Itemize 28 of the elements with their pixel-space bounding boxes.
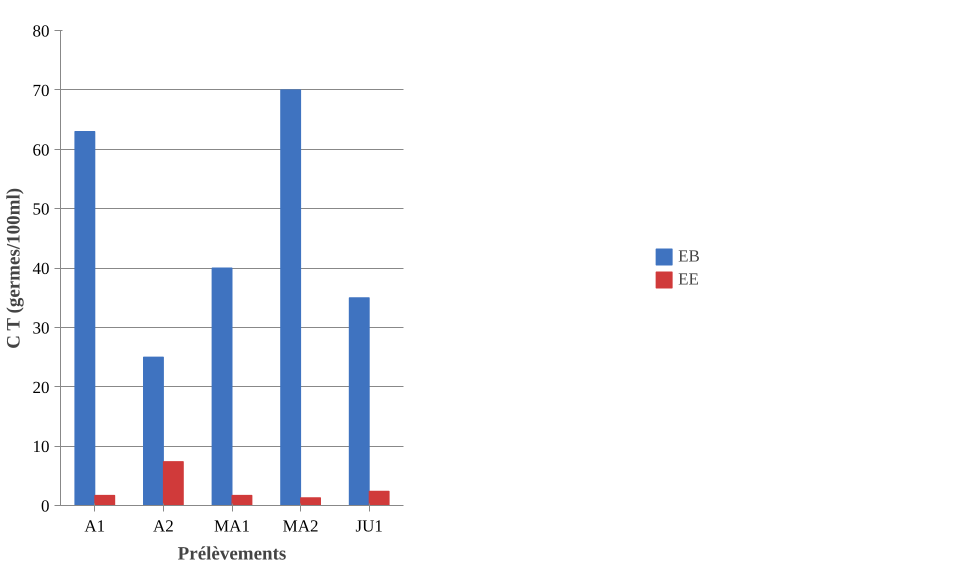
bar	[74, 130, 96, 506]
x-axis-title: Prélèvements	[178, 544, 286, 564]
y-tick-label: 40	[32, 259, 50, 278]
bar	[94, 494, 116, 506]
bar	[212, 268, 232, 506]
bar	[232, 494, 252, 506]
x-tick-label: JU1	[356, 516, 383, 536]
bar	[280, 89, 302, 506]
bar	[300, 497, 321, 506]
y-tick-label: 80	[32, 22, 50, 40]
y-tick-label: 50	[32, 200, 50, 219]
y-tick-label: 20	[32, 378, 50, 397]
x-tick-label: A2	[153, 516, 174, 536]
y-tick-label: 10	[32, 437, 50, 456]
bar	[368, 490, 390, 506]
y-axis-title: C T (germes/100ml)	[4, 188, 24, 349]
legend-label: EB	[678, 246, 700, 266]
y-tick-label: 0	[41, 496, 50, 516]
x-tick-label: MA1	[214, 516, 250, 536]
x-tick-label: MA2	[282, 516, 319, 536]
y-tick-label: 30	[32, 318, 50, 338]
bar	[162, 461, 184, 506]
bar	[348, 297, 370, 506]
x-tick-label: A1	[84, 516, 106, 536]
y-tick-label: 60	[32, 140, 50, 160]
bar	[143, 356, 164, 506]
y-tick-label: 70	[32, 80, 50, 100]
legend-label: EE	[678, 269, 699, 289]
